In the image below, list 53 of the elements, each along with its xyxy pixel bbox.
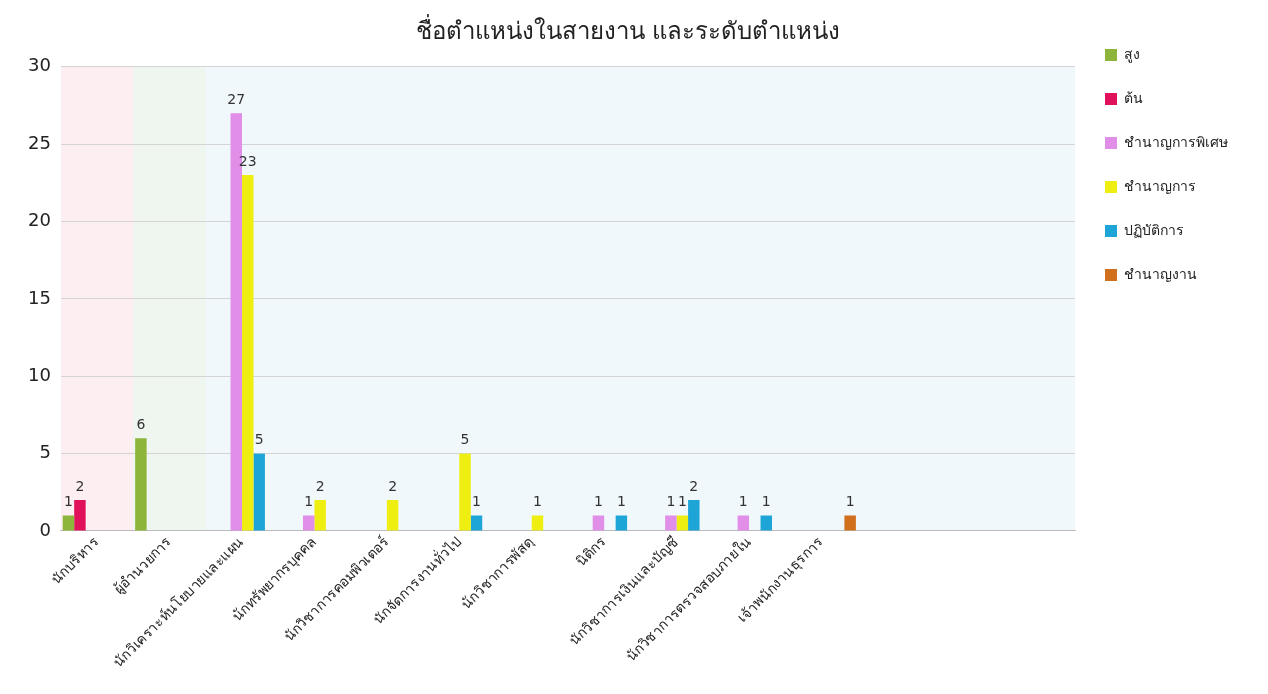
data-label: 2 [75,477,85,494]
bar [241,175,254,531]
bar [531,515,544,531]
legend-label: สูง [1124,45,1140,63]
bar [386,500,399,531]
data-label: 2 [689,477,699,494]
data-label: 2 [315,477,325,494]
data-label: 5 [254,431,264,448]
data-label: 6 [136,415,146,432]
data-label: 1 [666,493,676,510]
data-label: 1 [533,493,542,510]
bar [737,515,750,531]
legend-label: ชำนาญการพิเศษ [1124,133,1228,150]
data-label: 1 [593,493,603,510]
y-tick-label: 5 [39,441,51,463]
bar [314,500,326,531]
bar [665,515,677,531]
y-tick-label: 0 [39,518,51,540]
y-tick-label: 20 [28,209,51,231]
legend-label: ต้น [1124,89,1143,106]
bar [459,453,471,531]
data-label: 1 [63,493,73,510]
data-label: 23 [238,152,257,169]
data-label: 1 [761,493,771,510]
bar [253,453,265,531]
legend-label: ชำนาญการ [1124,177,1196,194]
data-label: 2 [388,477,398,494]
bar [615,515,628,531]
legend-label: ปฏิบัติการ [1124,221,1184,238]
bar [135,438,147,531]
legend-label: ชำนาญงาน [1124,265,1197,282]
chart-title: ชื่อตำแหน่งในสายงาน และระดับตำแหน่ง [415,13,841,45]
y-tick-label: 15 [28,286,51,308]
data-label: 1 [472,493,481,510]
data-label: 1 [845,493,855,510]
bar [844,515,856,531]
data-label: 5 [460,431,470,448]
y-tick-label: 10 [28,363,51,385]
y-tick-label: 25 [28,131,51,153]
data-label: 1 [304,493,314,510]
bar [62,515,75,531]
data-label: 1 [738,493,748,510]
bar [74,500,86,531]
bar [592,515,605,531]
data-label: 1 [677,493,687,510]
bar [302,515,315,531]
data-label: 27 [227,90,246,107]
bar [760,515,772,531]
bar [470,515,483,531]
y-tick-label: 30 [28,54,51,76]
bar [676,515,689,531]
data-label: 1 [616,493,626,510]
bar [688,500,700,531]
